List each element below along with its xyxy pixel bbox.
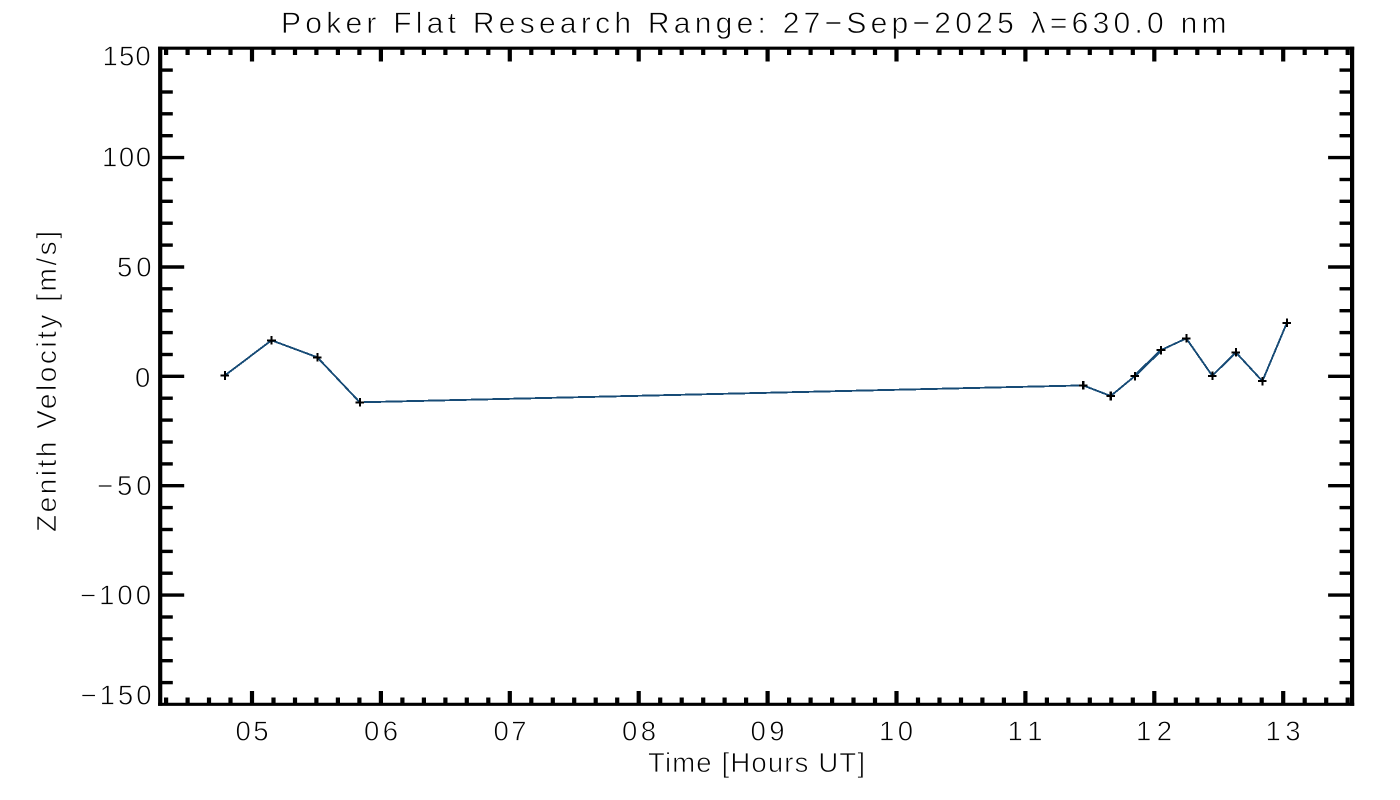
- svg-text:−50: −50: [97, 470, 152, 501]
- svg-text:100: 100: [102, 142, 151, 173]
- svg-text:Zenith Velocity [m/s]: Zenith Velocity [m/s]: [31, 231, 62, 532]
- svg-text:Time [Hours UT]: Time [Hours UT]: [648, 747, 865, 778]
- svg-text:150: 150: [103, 41, 151, 72]
- svg-text:0: 0: [135, 362, 150, 393]
